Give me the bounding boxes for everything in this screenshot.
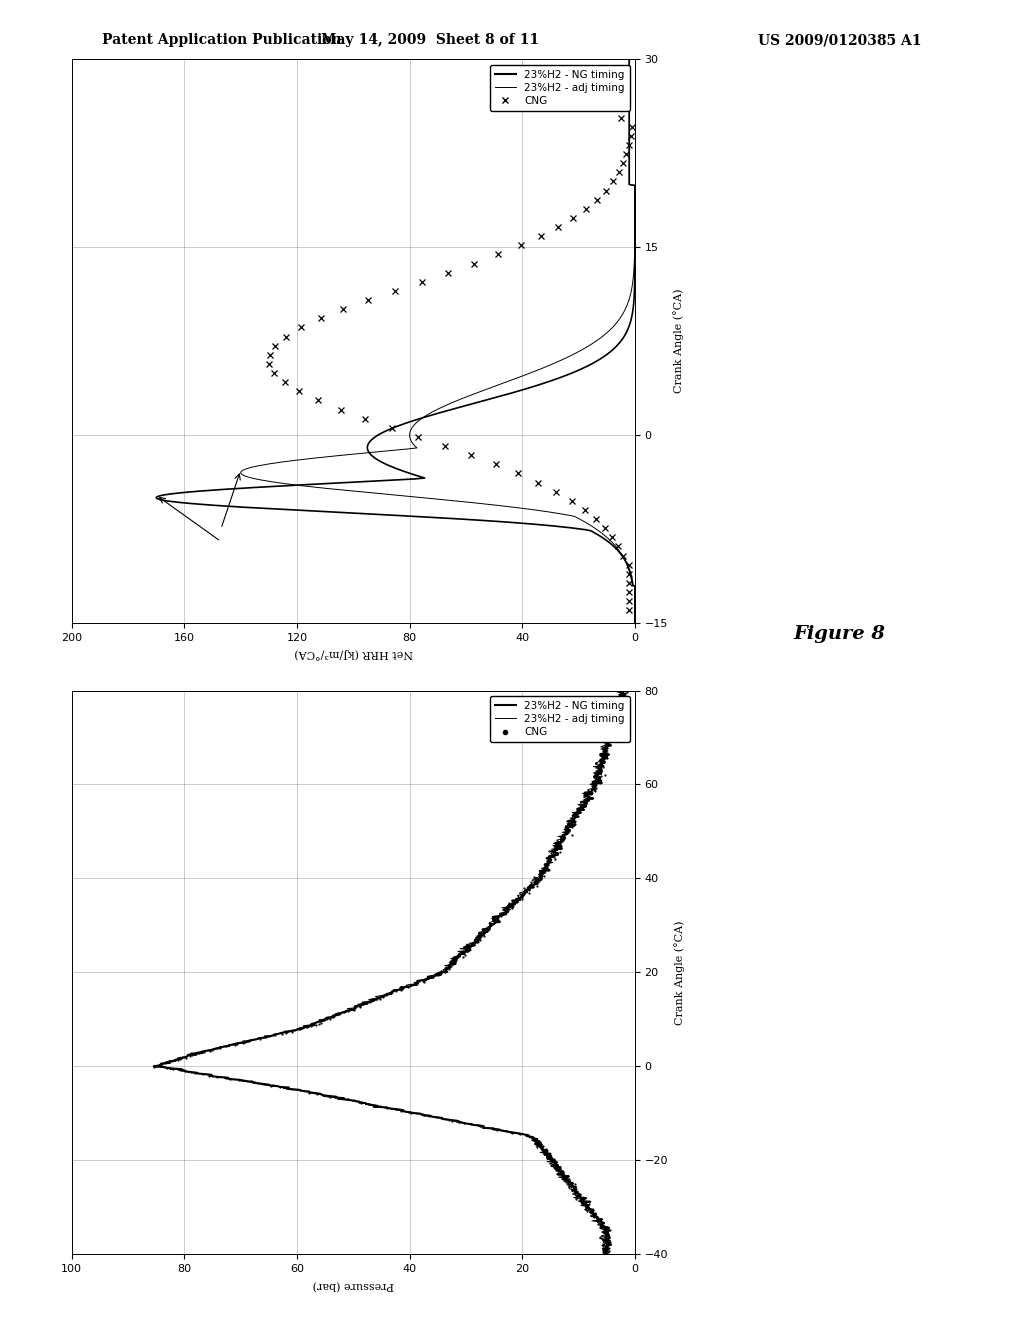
Legend: 23%H2 - NG timing, 23%H2 - adj timing, CNG: 23%H2 - NG timing, 23%H2 - adj timing, C…	[489, 65, 630, 111]
Text: Patent Application Publication: Patent Application Publication	[102, 33, 342, 48]
X-axis label: Net HRR (kJ/m³/°CA): Net HRR (kJ/m³/°CA)	[294, 648, 413, 659]
Text: May 14, 2009  Sheet 8 of 11: May 14, 2009 Sheet 8 of 11	[321, 33, 540, 48]
Y-axis label: Crank Angle (°CA): Crank Angle (°CA)	[674, 920, 684, 1024]
Y-axis label: Crank Angle (°CA): Crank Angle (°CA)	[674, 289, 684, 393]
Text: Figure 8: Figure 8	[794, 624, 886, 643]
Text: US 2009/0120385 A1: US 2009/0120385 A1	[758, 33, 922, 48]
X-axis label: Pressure (bar): Pressure (bar)	[312, 1279, 394, 1290]
Legend: 23%H2 - NG timing, 23%H2 - adj timing, CNG: 23%H2 - NG timing, 23%H2 - adj timing, C…	[489, 696, 630, 742]
